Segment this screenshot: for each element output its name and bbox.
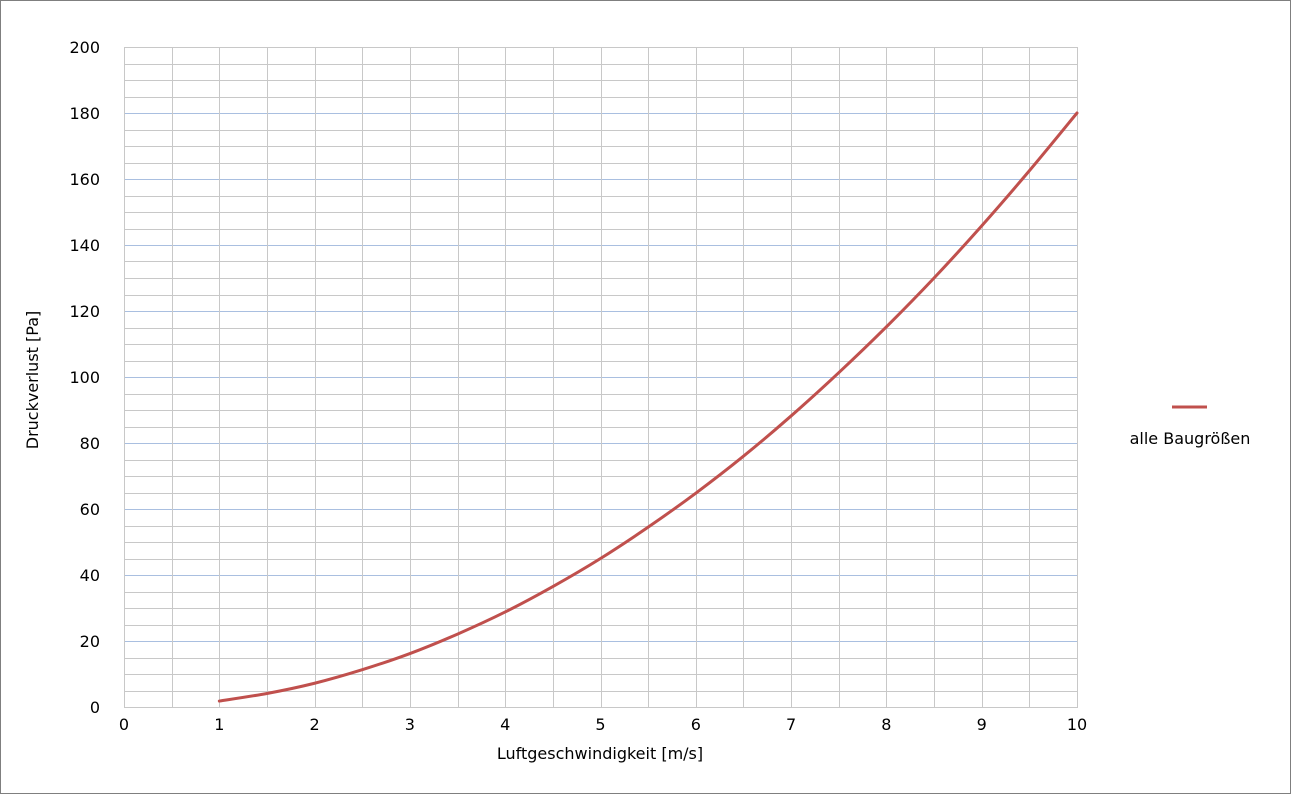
y-tick-label: 140 (69, 236, 100, 255)
series-line-0 (217, 111, 1079, 703)
x-tick-label: 4 (500, 715, 510, 734)
y-tick-label: 0 (90, 698, 100, 717)
x-tick-label: 2 (310, 715, 320, 734)
x-tick-label: 3 (405, 715, 415, 734)
x-tick-label: 1 (214, 715, 224, 734)
y-tick-label: 80 (80, 434, 100, 453)
x-tick-label: 9 (977, 715, 987, 734)
y-tick-label: 200 (69, 38, 100, 57)
plot-area-border (124, 47, 1078, 708)
series-layer (217, 111, 1079, 703)
y-tick-label: 60 (80, 500, 100, 519)
x-tick-label: 8 (881, 715, 891, 734)
x-tick-label: 5 (595, 715, 605, 734)
y-tick-label: 160 (69, 170, 100, 189)
x-tick-label: 6 (691, 715, 701, 734)
legend: alle Baugrößen (1130, 405, 1251, 448)
legend-label-alle-baugroessen: alle Baugrößen (1130, 429, 1251, 448)
y-tick-label: 100 (69, 368, 100, 387)
y-tick-label: 40 (80, 566, 100, 585)
x-tick-label: 7 (786, 715, 796, 734)
grid-lines (124, 47, 1078, 708)
y-tick-label: 120 (69, 302, 100, 321)
y-tick-label: 180 (69, 104, 100, 123)
x-tick-label: 10 (1067, 715, 1087, 734)
x-axis-title: Luftgeschwindigkeit [m/s] (497, 744, 703, 763)
x-tick-label: 0 (119, 715, 129, 734)
y-tick-label: 20 (80, 632, 100, 651)
y-axis-title: Druckverlust [Pa] (23, 311, 42, 450)
